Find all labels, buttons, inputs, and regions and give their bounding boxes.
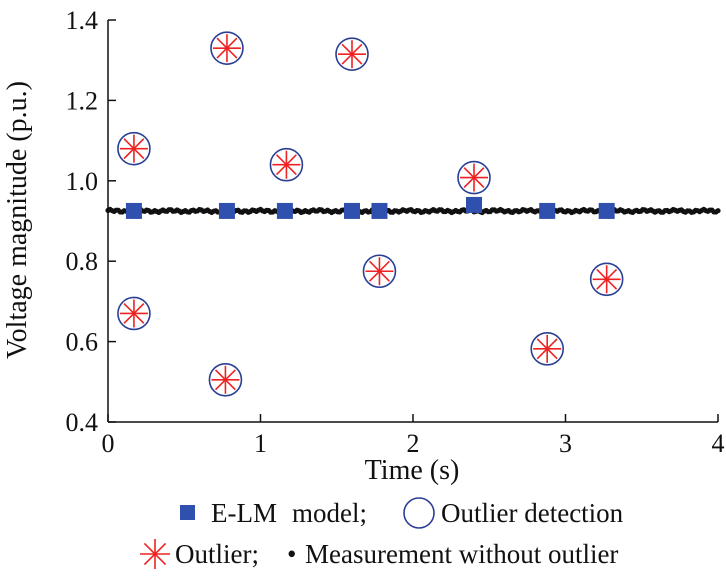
legend-detection-swatch	[403, 497, 435, 529]
outlier-point	[365, 257, 394, 286]
y-tick-label: 1.4	[66, 6, 99, 35]
legend-measurement-swatch: •	[287, 539, 296, 569]
outlier-point	[533, 334, 562, 363]
y-tick-label: 0.6	[66, 328, 99, 357]
x-tick-label: 1	[254, 429, 267, 458]
detection-circle	[117, 296, 151, 331]
y-tick-label: 1.0	[66, 167, 99, 196]
legend: E-LM model; Outlier detection Outlier; • Mea…	[140, 497, 624, 569]
outlier-point	[460, 163, 488, 192]
detection-circle	[530, 332, 565, 366]
detection-circle	[117, 131, 151, 166]
model-point	[598, 202, 615, 219]
model-point	[276, 202, 293, 219]
outlier-point	[119, 134, 148, 163]
detection-circle	[362, 254, 397, 289]
detection-circle	[335, 37, 369, 71]
legend-model-tail: model;	[292, 498, 367, 528]
detection-circle	[457, 160, 491, 195]
legend-outlier-swatch	[140, 539, 170, 569]
model-point	[218, 202, 235, 219]
detection-circle	[589, 262, 624, 297]
x-axis-title: Time (s)	[365, 455, 460, 486]
legend-model-label: E-LM	[211, 498, 277, 528]
x-tick-label: 3	[559, 429, 572, 458]
legend-measurement-label: Measurement without outlier	[305, 539, 618, 569]
detection-circle	[269, 147, 304, 182]
outlier-point	[212, 34, 241, 63]
model-point	[466, 196, 482, 213]
detection-circle	[208, 362, 243, 397]
legend-detection-label: Outlier detection	[441, 498, 624, 528]
y-tick-label: 1.2	[66, 86, 99, 115]
legend-row-1: E-LM model; Outlier detection	[180, 497, 624, 529]
legend-outlier-label: Outlier;	[175, 539, 259, 569]
y-axis-title: Voltage magnitude (p.u.)	[2, 81, 33, 359]
outlier-point	[119, 299, 148, 328]
model-point	[371, 202, 388, 219]
outlier-point	[211, 365, 240, 394]
outlier-point	[272, 150, 301, 179]
outlier-point	[592, 265, 621, 294]
y-tick-label: 0.8	[66, 247, 99, 276]
outlier-point	[338, 40, 366, 69]
model-point	[125, 202, 142, 219]
axes: 0 1 2 3 4 0.4 0.6 0.8 1.0 1.2 1.4	[66, 6, 725, 458]
detection-circle	[210, 31, 244, 65]
model-point	[539, 202, 556, 219]
y-tick-label: 0.4	[66, 408, 99, 437]
legend-row-2: Outlier; • Measurement without outlier	[140, 539, 618, 569]
measurement-point	[715, 208, 721, 214]
model-point	[344, 202, 360, 219]
x-tick-label: 2	[407, 429, 420, 458]
legend-model-swatch	[180, 505, 195, 520]
x-tick-label: 4	[712, 429, 725, 458]
plot-area	[105, 31, 721, 397]
x-tick-label: 0	[102, 429, 115, 458]
